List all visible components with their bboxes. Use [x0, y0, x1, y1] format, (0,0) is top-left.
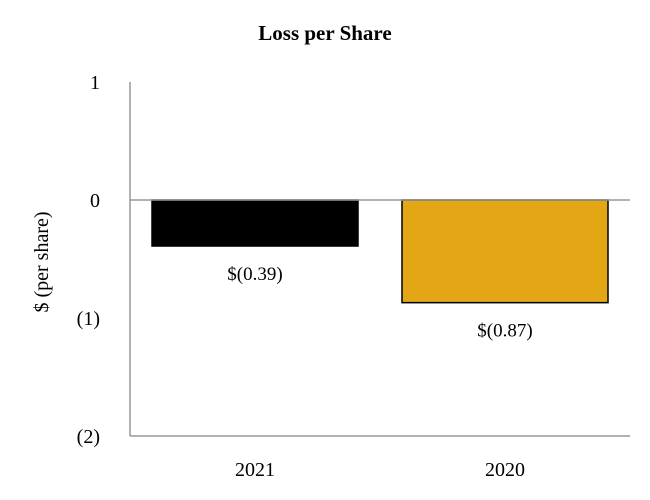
- y-tick-label: (2): [77, 426, 100, 448]
- plot-area: 1 0 (1) (2) $(0.39) 2021 $(0.87) 2020: [77, 72, 630, 481]
- data-label-2020: $(0.87): [477, 321, 532, 342]
- data-label-2021: $(0.39): [227, 264, 282, 285]
- x-tick-label-2020: 2020: [485, 459, 525, 481]
- bar-2020: [401, 199, 609, 304]
- y-tick-label: 0: [90, 190, 100, 212]
- y-tick-label: (1): [77, 308, 100, 330]
- y-axis-label: $ (per share): [31, 211, 53, 312]
- y-tick-label: 1: [90, 72, 100, 94]
- x-tick-label-2021: 2021: [235, 459, 275, 481]
- bar-2021: [151, 199, 359, 247]
- chart-title: Loss per Share: [258, 21, 391, 45]
